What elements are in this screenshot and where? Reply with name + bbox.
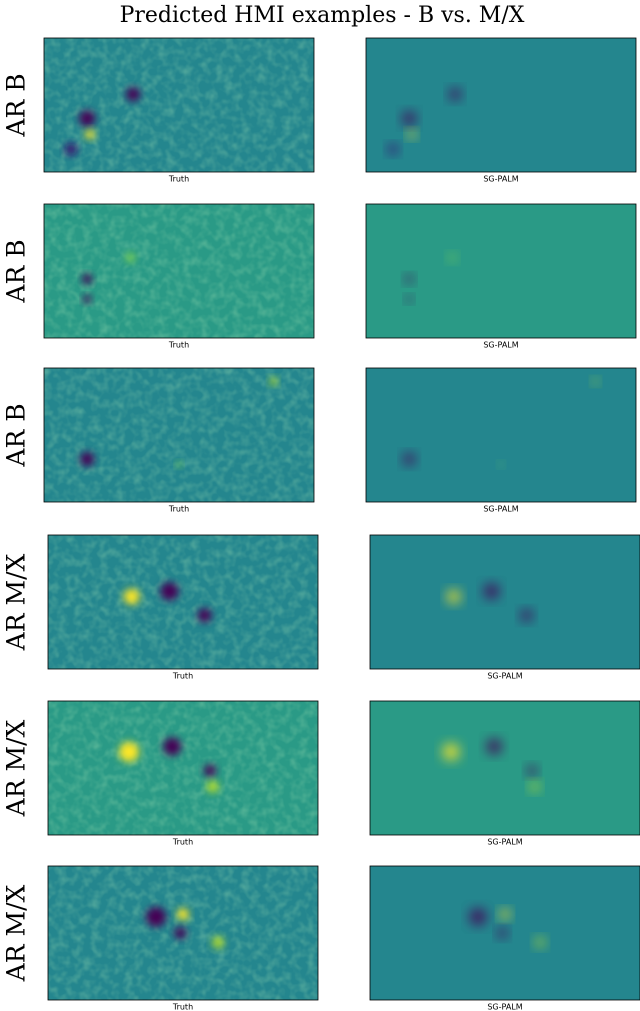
panel-caption: SG-PALM	[483, 505, 518, 514]
image-panel	[47, 700, 319, 836]
image-panel	[43, 37, 315, 173]
row-label: AR B	[2, 403, 31, 467]
panel-caption: SG-PALM	[487, 672, 522, 681]
panel-caption: Truth	[172, 838, 193, 847]
panel-caption: Truth	[168, 341, 189, 350]
row-label: AR M/X	[2, 553, 31, 651]
image-panel	[43, 367, 315, 503]
image-panel	[43, 203, 315, 339]
panel-caption: Truth	[168, 175, 189, 184]
row-label: AR M/X	[2, 719, 31, 817]
panel-caption: SG-PALM	[483, 341, 518, 350]
image-panel	[365, 367, 637, 503]
panel-caption: Truth	[172, 1003, 193, 1011]
image-panel	[47, 865, 319, 1001]
image-panel	[369, 865, 640, 1001]
panel-caption: SG-PALM	[487, 1003, 522, 1011]
panel-caption: Truth	[168, 505, 189, 514]
row-label: AR M/X	[2, 884, 31, 982]
panel-caption: SG-PALM	[487, 838, 522, 847]
image-panel	[369, 534, 640, 670]
figure-title: Predicted HMI examples - B vs. M/X	[120, 3, 525, 28]
image-panel	[365, 203, 637, 339]
row-label: AR B	[2, 239, 31, 303]
image-panel	[47, 534, 319, 670]
image-panel	[365, 37, 637, 173]
panel-caption: Truth	[172, 672, 193, 681]
panel-caption: SG-PALM	[483, 175, 518, 184]
image-panel	[369, 700, 640, 836]
row-label: AR B	[2, 73, 31, 137]
